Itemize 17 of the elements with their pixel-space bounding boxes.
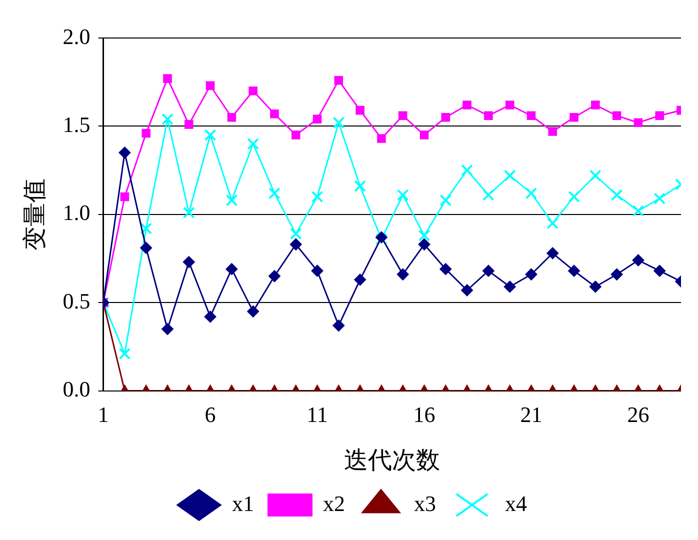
y-tick-label: 0.0 [62, 376, 90, 402]
y-tick-label: 2.0 [62, 24, 90, 49]
x-tick-label: 6 [204, 402, 216, 427]
x-tick-label: 11 [306, 402, 328, 427]
y-tick-label: 0.5 [62, 288, 90, 314]
legend-label: x4 [505, 490, 527, 516]
x-tick-label: 26 [627, 402, 650, 427]
y-tick-label: 1.5 [62, 112, 90, 137]
x-tick-label: 1 [98, 402, 109, 427]
x-tick-label: 16 [413, 402, 436, 427]
x-axis-title: 迭代次数 [344, 448, 440, 474]
legend-label: x2 [323, 490, 345, 516]
legend-label: x1 [232, 490, 254, 516]
y-tick-label: 1.0 [62, 200, 90, 226]
y-axis-title: 变量值 [22, 178, 49, 250]
x-tick-label: 21 [520, 402, 542, 427]
legend-label: x3 [414, 490, 436, 516]
